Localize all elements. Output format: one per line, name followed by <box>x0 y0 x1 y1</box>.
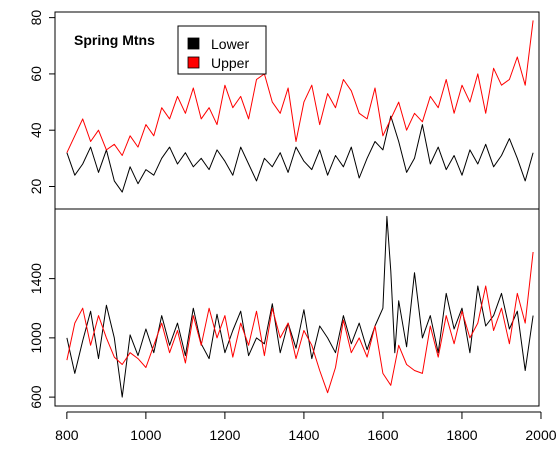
x-tick-label: 1600 <box>367 427 398 443</box>
x-tick-label: 1200 <box>209 427 240 443</box>
x-axis: 800 1000 1200 1400 1600 1800 2000 <box>55 411 556 443</box>
bottom-y-axis: 600 1000 1400 <box>28 263 55 409</box>
series-line-bottom-upper <box>66 251 534 394</box>
chart-title: Spring Mtns <box>74 32 155 48</box>
x-tick-label: 2000 <box>525 427 556 443</box>
series-line-bottom-lower <box>66 215 534 398</box>
series-line-top-upper <box>66 20 534 156</box>
bottom-panel-frame <box>54 208 540 407</box>
x-tick-label: 1000 <box>130 427 161 443</box>
x-tick-label: 1400 <box>288 427 319 443</box>
top-series-group <box>66 20 534 193</box>
legend-label-upper: Upper <box>211 55 249 71</box>
y-tick-label: 20 <box>28 178 44 194</box>
y-tick-label: 600 <box>28 385 44 409</box>
y-tick-label: 80 <box>28 10 44 26</box>
y-tick-label: 60 <box>28 66 44 82</box>
y-tick-label: 1000 <box>28 322 44 353</box>
y-tick-label: 1400 <box>28 263 44 294</box>
top-y-axis: 20 40 60 80 <box>28 10 55 194</box>
y-tick-label: 40 <box>28 122 44 138</box>
bottom-series-group <box>66 215 534 398</box>
series-line-top-lower <box>66 115 534 193</box>
x-tick-label: 1800 <box>446 427 477 443</box>
legend: Lower Upper <box>177 25 267 75</box>
bottom-panel: 600 1000 1400 800 1000 1200 1400 1600 1800 2000 <box>28 208 556 443</box>
legend-label-lower: Lower <box>211 36 249 52</box>
top-panel: 20 40 60 80 Spring Mtns Lower Upper <box>28 10 540 210</box>
legend-swatch-upper <box>187 56 200 69</box>
legend-swatch-lower <box>187 37 200 50</box>
x-tick-label: 800 <box>55 427 79 443</box>
